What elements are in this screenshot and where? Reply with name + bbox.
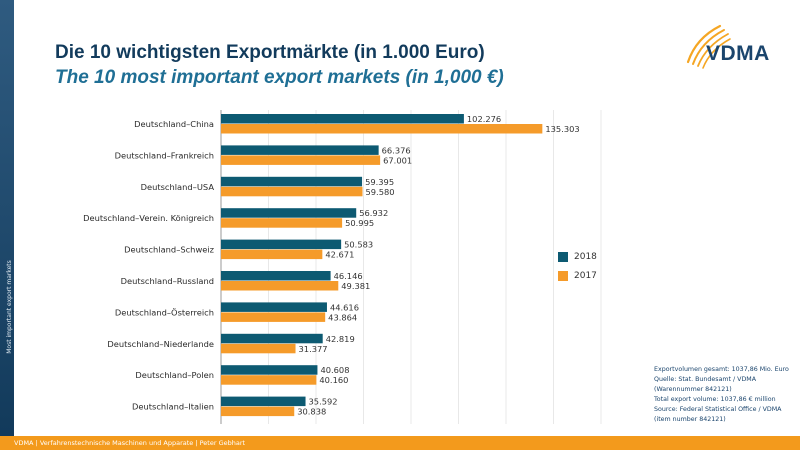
legend-label-2017: 2017	[574, 271, 597, 281]
source-notes: Exportvolumen gesamt: 1037,86 Mio. Euro …	[654, 365, 796, 425]
data-label-2017: 135.303	[545, 124, 579, 134]
data-label-2018: 40.608	[320, 365, 349, 375]
data-label-2017: 40.160	[319, 375, 348, 385]
data-label-2017: 67.001	[383, 155, 412, 165]
legend-item-2018: 2018	[558, 249, 597, 265]
note-line: (item number 842121)	[654, 416, 726, 423]
data-label-2017: 59.580	[366, 187, 395, 197]
category-label: Deutschland–Verein. Königreich	[83, 213, 214, 223]
bar-2018	[221, 333, 323, 344]
bar-2018	[221, 239, 342, 250]
title-german: Die 10 wichtigsten Exportmärkte (in 1.00…	[55, 42, 485, 63]
legend-swatch-2018	[558, 252, 568, 262]
data-label-2018: 35.592	[309, 397, 338, 407]
note-line: Quelle: Stat. Bundesamt / VDMA	[654, 376, 757, 383]
data-label-2018: 59.395	[365, 177, 394, 187]
bar-2018	[221, 176, 363, 187]
bar-2017	[221, 249, 323, 260]
legend: 2018 2017	[558, 249, 597, 287]
note-line: (Warennummer 842121)	[654, 386, 732, 393]
bar-2017	[221, 281, 339, 291]
data-label-2017: 50.995	[345, 218, 374, 228]
bar-2017	[221, 375, 317, 385]
bar-2017	[221, 186, 363, 197]
category-label: Deutschland–Schweiz	[124, 245, 214, 255]
category-label: Deutschland–Frankreich	[115, 150, 214, 160]
bar-2018	[221, 302, 327, 312]
footer-bar: VDMA | Verfahrenstechnische Maschinen un…	[0, 436, 800, 450]
category-label: Deutschland–Österreich	[115, 307, 214, 317]
category-label: Deutschland–Niederlande	[107, 339, 214, 349]
category-label: Deutschland–USA	[141, 182, 215, 192]
data-label-2018: 44.616	[330, 302, 359, 312]
legend-label-2018: 2018	[574, 252, 597, 262]
bar-2017	[221, 343, 296, 354]
data-label-2018: 102.276	[467, 114, 501, 124]
data-label-2018: 50.583	[344, 240, 373, 250]
category-label: Deutschland–China	[134, 119, 214, 129]
bar-2018	[221, 365, 318, 375]
bar-2018	[221, 114, 464, 124]
bar-2018	[221, 208, 357, 218]
bar-2018	[221, 396, 306, 407]
data-label-2018: 46.146	[334, 271, 363, 281]
data-label-2017: 49.381	[341, 281, 370, 291]
bar-2017	[221, 155, 381, 165]
legend-swatch-2017	[558, 271, 568, 281]
data-label-2017: 31.377	[299, 344, 328, 354]
legend-item-2017: 2017	[558, 268, 597, 284]
bar-2017	[221, 312, 326, 322]
category-label: Deutschland–Polen	[135, 370, 214, 380]
bar-2017	[221, 124, 543, 134]
category-label: Deutschland–Russland	[121, 276, 214, 286]
data-label-2017: 43.864	[328, 312, 357, 322]
note-line: Exportvolumen gesamt: 1037,86 Mio. Euro	[654, 366, 789, 373]
bar-chart: Deutschland–China 102.276 135.303 Deutschla…	[83, 110, 602, 424]
note-line: Total export volume: 1037,86 € million	[654, 396, 776, 403]
bar-2018	[221, 271, 331, 281]
bar-2017	[221, 406, 295, 417]
bar-2018	[221, 145, 379, 155]
footer-text: VDMA | Verfahrenstechnische Maschinen un…	[14, 439, 246, 447]
data-label-2018: 42.819	[326, 334, 355, 344]
data-label-2018: 66.376	[382, 145, 411, 155]
data-label-2017: 42.671	[325, 250, 354, 260]
title-english: The 10 most important export markets (in…	[55, 67, 504, 88]
note-line: Source: Federal Statistical Office / VDM…	[654, 406, 782, 413]
vdma-logo-icon	[686, 24, 731, 69]
logo-text: VDMA	[706, 42, 770, 65]
bar-2017	[221, 218, 343, 228]
data-label-2017: 30.838	[297, 407, 326, 417]
side-strip: Most important export markets	[0, 0, 14, 436]
data-label-2018: 56.932	[359, 208, 388, 218]
category-label: Deutschland–Italien	[132, 402, 214, 412]
